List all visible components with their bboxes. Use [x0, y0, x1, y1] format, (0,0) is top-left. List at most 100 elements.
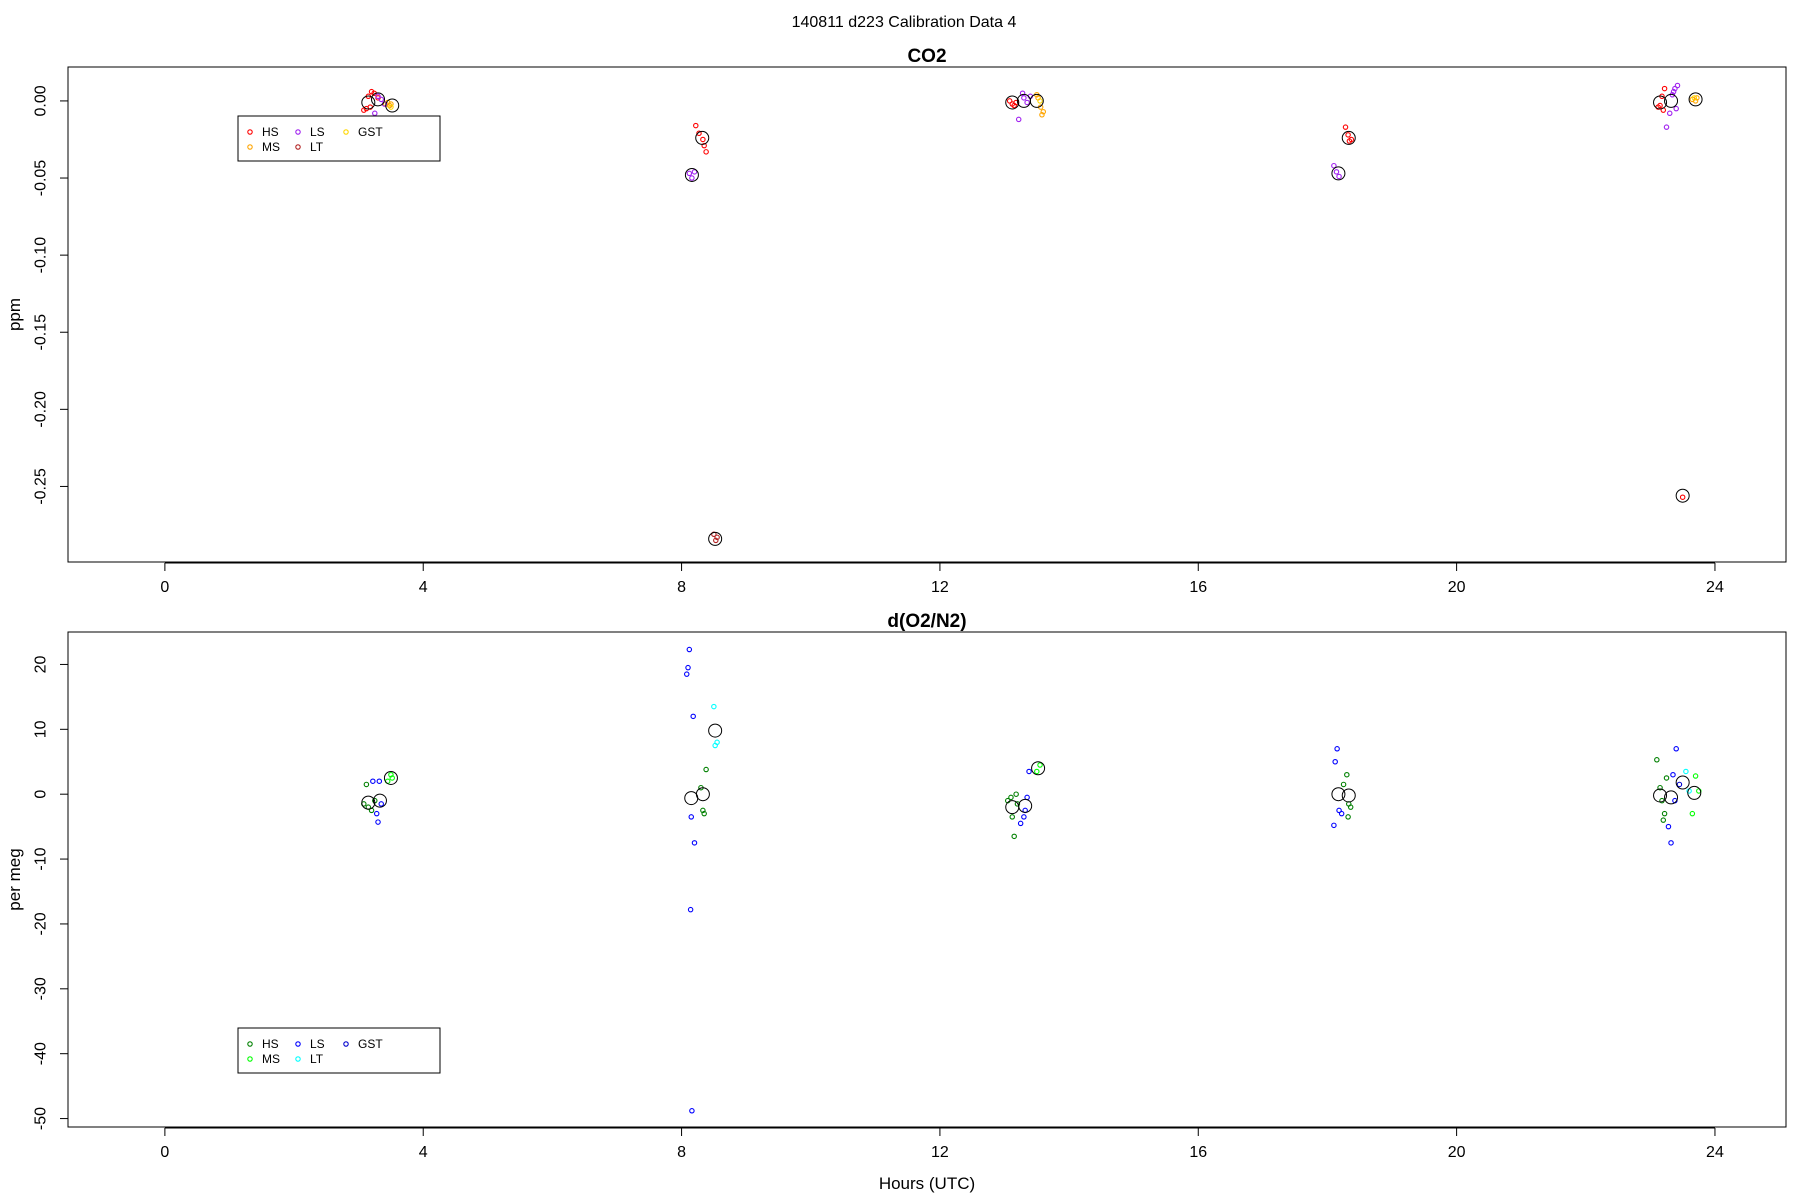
chart-title: CO2: [907, 46, 946, 67]
legend-swatch: [295, 129, 301, 135]
data-point: [1034, 768, 1040, 775]
y-tick-label: -20: [33, 912, 50, 935]
data-point: [1333, 169, 1340, 175]
data-point: [691, 840, 698, 846]
data-point: [1024, 99, 1030, 106]
data-point: [1331, 162, 1337, 169]
data-point: [696, 130, 702, 137]
y-tick-label: 0: [33, 790, 50, 799]
mean-marker: [1664, 93, 1679, 108]
data-point: [1345, 132, 1351, 138]
data-point: [1665, 823, 1672, 830]
data-point: [1008, 794, 1014, 801]
data-point: [1673, 746, 1679, 752]
mean-marker: [1688, 92, 1703, 107]
data-point: [1692, 773, 1699, 779]
data-point: [1037, 98, 1043, 104]
legend-swatch: [247, 1041, 253, 1047]
data-point: [388, 771, 394, 778]
data-point: [1015, 116, 1022, 123]
mean-marker: [1331, 166, 1346, 181]
data-point: [370, 778, 376, 784]
data-point: [686, 170, 693, 177]
mean-marker: [1675, 488, 1690, 503]
mean-marker: [1687, 785, 1702, 800]
y-tick-label: -0.05: [33, 160, 50, 197]
legend-label: GST: [358, 125, 383, 139]
data-point: [714, 534, 720, 541]
data-point: [1657, 784, 1663, 791]
data-point: [683, 671, 690, 677]
data-point: [714, 739, 720, 746]
y-tick-label: -40: [33, 1042, 50, 1065]
data-point: [1342, 124, 1349, 130]
data-point: [1689, 810, 1696, 817]
data-point: [687, 906, 694, 913]
x-tick-label: 16: [1189, 1144, 1207, 1161]
data-point: [1014, 801, 1021, 807]
data-point: [1670, 771, 1676, 778]
x-tick-label: 8: [677, 1144, 686, 1161]
y-tick-label: -30: [33, 977, 50, 1000]
data-point: [363, 781, 370, 788]
x-tick-label: 4: [419, 1144, 428, 1161]
data-point: [703, 149, 709, 155]
data-point: [1011, 833, 1017, 840]
data-point: [1692, 98, 1699, 104]
data-point: [701, 810, 707, 817]
data-point: [689, 1108, 695, 1114]
data-point: [375, 93, 381, 100]
data-point: [703, 766, 709, 773]
data-point: [388, 101, 394, 107]
x-axis-label: Hours (UTC): [879, 1174, 975, 1193]
x-tick-label: 4: [419, 579, 428, 596]
data-point: [1676, 781, 1683, 788]
legend-swatch: [247, 1056, 253, 1062]
legend-swatch: [343, 1041, 349, 1047]
data-point: [1021, 814, 1027, 820]
y-tick-label: 0.00: [33, 85, 50, 116]
data-point: [389, 775, 395, 781]
legend-box: [237, 1027, 441, 1074]
mean-marker: [1029, 93, 1044, 108]
legend-label: LS: [310, 1037, 325, 1051]
y-tick-label: -0.10: [33, 237, 50, 274]
data-point: [1344, 771, 1350, 778]
data-point: [1345, 814, 1351, 820]
data-point: [372, 110, 378, 117]
data-point: [711, 703, 717, 710]
data-point: [1673, 105, 1679, 112]
data-point: [1021, 95, 1027, 101]
data-point: [1336, 173, 1342, 180]
data-point: [1331, 822, 1337, 829]
x-tick-label: 12: [931, 1144, 949, 1161]
data-point: [1336, 807, 1342, 814]
data-point: [1338, 810, 1345, 817]
data-point: [690, 713, 696, 720]
data-point: [1332, 759, 1338, 765]
mean-marker: [684, 791, 699, 806]
x-tick-label: 24: [1706, 579, 1724, 596]
data-point: [691, 169, 698, 175]
data-point: [701, 142, 707, 149]
mean-marker: [372, 793, 387, 808]
data-point: [1346, 138, 1353, 144]
data-point: [1661, 85, 1668, 92]
x-tick-label: 20: [1448, 1144, 1466, 1161]
legend-label: HS: [262, 125, 279, 139]
data-point: [1661, 810, 1668, 817]
mean-marker: [361, 95, 376, 110]
co2-panel: CO2 0 4 8 12 16 20 24 0.00 -0.05 -0.10 -0.15 -0.20 -0…: [5, 46, 1787, 596]
data-point: [1039, 112, 1045, 118]
mean-marker: [695, 787, 710, 802]
data-point: [700, 136, 706, 143]
mean-marker: [1005, 95, 1020, 110]
data-point: [1334, 746, 1340, 752]
mean-marker: [708, 531, 723, 546]
data-point: [378, 96, 384, 103]
mean-marker: [1331, 787, 1346, 802]
x-tick-label: 0: [160, 579, 169, 596]
